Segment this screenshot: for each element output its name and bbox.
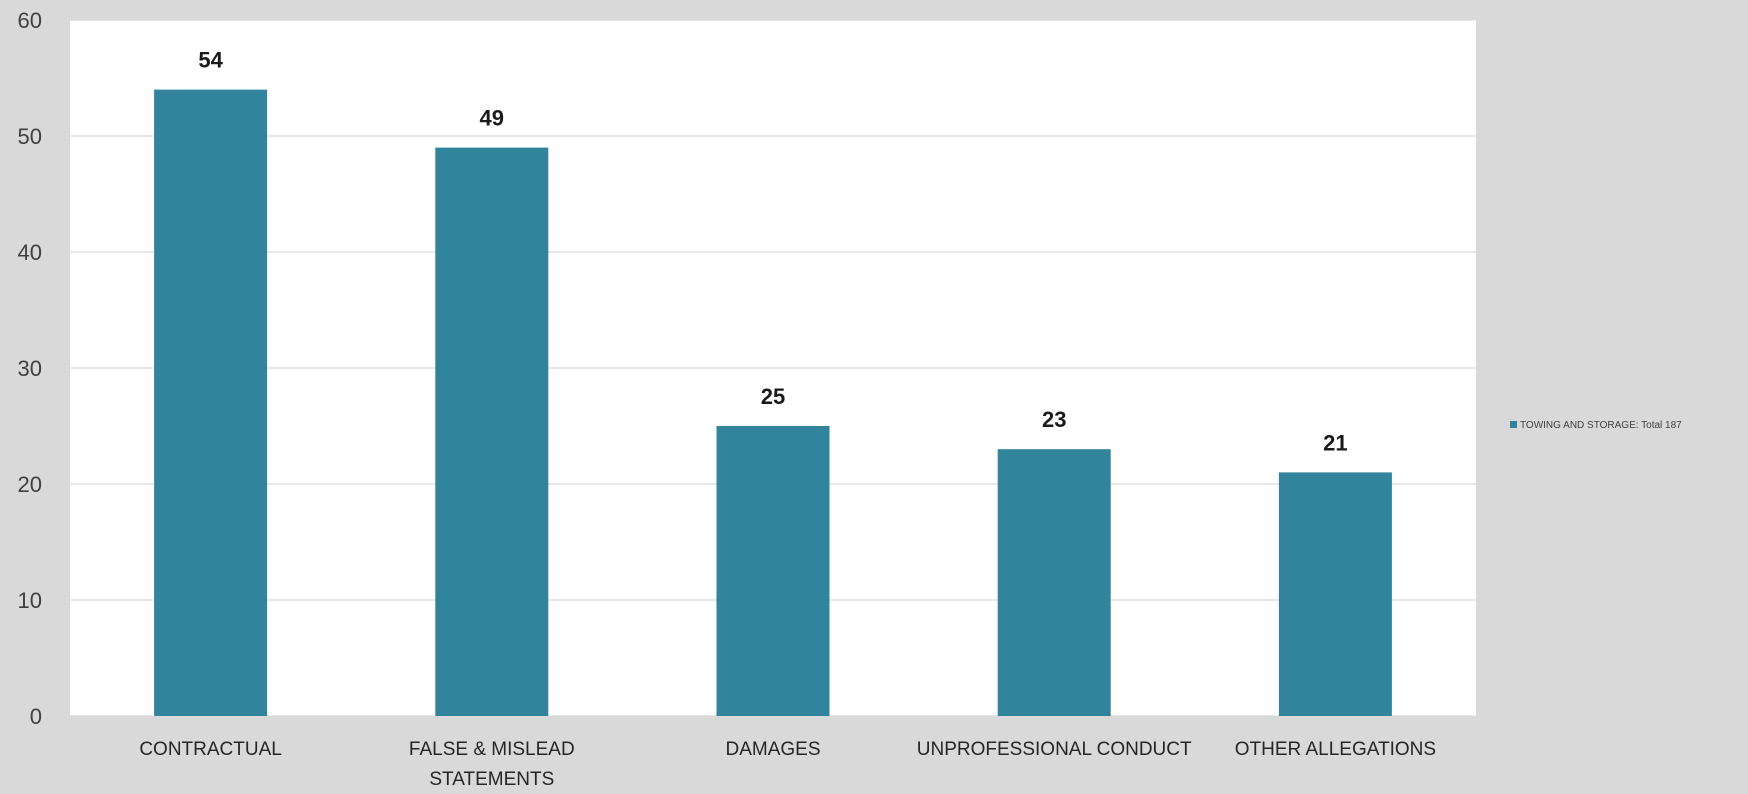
x-tick-label: UNPROFESSIONAL CONDUCT [917, 739, 1192, 760]
x-tick-label: CONTRACTUAL [139, 739, 282, 760]
data-label: 54 [198, 48, 223, 73]
x-tick-label: FALSE & MISLEAD STATEMENTS [409, 739, 575, 789]
legend-swatch [1510, 421, 1517, 428]
y-tick-label: 50 [18, 124, 42, 149]
data-label: 25 [761, 384, 785, 409]
x-tick-label-line: DAMAGES [725, 739, 820, 760]
x-tick-label-line: CONTRACTUAL [139, 739, 282, 760]
legend: TOWING AND STORAGE: Total 187 [1510, 420, 1682, 431]
x-axis-labels: CONTRACTUAL FALSE & MISLEAD STATEMENTS DAMA… [139, 739, 1436, 790]
x-tick-label-line: UNPROFESSIONAL CONDUCT [917, 739, 1192, 760]
x-tick-label-line: FALSE & MISLEAD [409, 739, 575, 760]
y-tick-label: 30 [18, 356, 42, 381]
y-axis-ticks: 0 10 20 30 40 50 60 [18, 8, 42, 729]
bar [997, 449, 1111, 716]
y-tick-label: 60 [18, 8, 42, 33]
bar [1278, 472, 1392, 716]
x-tick-label-line: STATEMENTS [429, 769, 554, 789]
bar [154, 89, 268, 717]
legend-label: TOWING AND STORAGE: Total 187 [1520, 420, 1682, 431]
x-tick-label: OTHER ALLEGATIONS [1235, 739, 1436, 760]
bar [716, 426, 830, 716]
y-tick-label: 0 [30, 704, 42, 729]
y-tick-label: 10 [18, 588, 42, 613]
data-label: 21 [1323, 430, 1347, 455]
data-label: 49 [480, 106, 504, 131]
x-tick-label: DAMAGES [725, 739, 820, 760]
x-tick-label-line: OTHER ALLEGATIONS [1235, 739, 1436, 760]
data-labels: 54 49 25 23 21 [198, 48, 1347, 456]
y-tick-label: 20 [18, 472, 42, 497]
bar [435, 147, 549, 717]
bars [154, 89, 1392, 717]
y-tick-label: 40 [18, 240, 42, 265]
data-label: 23 [1042, 407, 1066, 432]
